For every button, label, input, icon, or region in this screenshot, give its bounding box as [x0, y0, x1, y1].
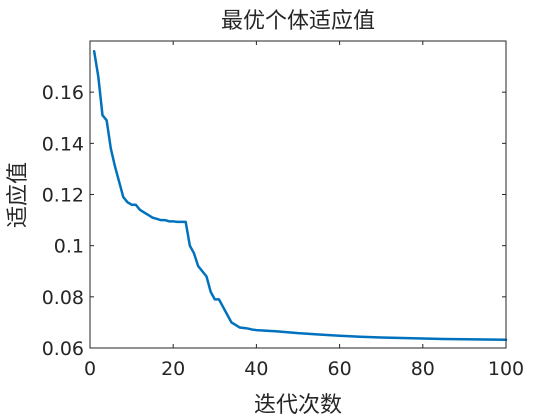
y-tick-label: 0.14	[42, 133, 84, 155]
y-tick-label: 0.1	[54, 236, 84, 258]
y-tick-label: 0.16	[42, 82, 84, 104]
x-tick-label: 40	[244, 358, 268, 380]
x-tick-label: 100	[488, 358, 524, 380]
y-tick-label: 0.06	[42, 338, 84, 360]
plot-background	[90, 41, 506, 348]
x-axis-label: 迭代次数	[254, 393, 342, 418]
x-tick-label: 60	[328, 358, 352, 380]
series-layer	[92, 49, 508, 342]
y-tick-label: 0.08	[42, 287, 84, 309]
x-ticks: 0 20 40 60 80 100	[84, 41, 524, 380]
x-tick-label: 20	[161, 358, 185, 380]
chart-title: 最优个体适应值	[221, 9, 375, 34]
series-line-0	[92, 49, 508, 342]
x-tick-label: 80	[411, 358, 435, 380]
y-tick-label: 0.12	[42, 185, 84, 207]
x-tick-label: 0	[84, 358, 96, 380]
y-ticks: 0.06 0.08 0.1 0.12 0.14 0.16	[42, 82, 506, 360]
y-axis-label: 适应值	[6, 162, 31, 228]
